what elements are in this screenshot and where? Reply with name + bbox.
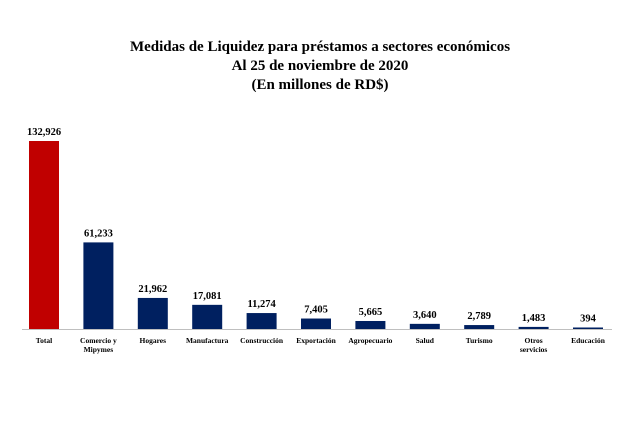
category-label: Manufactura xyxy=(186,336,229,345)
chart-title: Medidas de Liquidez para préstamos a sec… xyxy=(129,39,511,55)
bar xyxy=(355,320,386,329)
data-label: 61,233 xyxy=(84,228,113,239)
category-label: servicios xyxy=(520,345,548,354)
category-label: Turismo xyxy=(466,336,493,345)
bar xyxy=(192,304,223,329)
bar xyxy=(246,313,277,329)
data-label: 1,483 xyxy=(522,313,546,324)
category-label: Construcción xyxy=(240,336,284,345)
bar xyxy=(573,327,603,329)
category-label: Educación xyxy=(571,336,606,345)
category-label: Otros xyxy=(524,336,542,345)
category-label: Mipymes xyxy=(84,345,114,354)
bar xyxy=(464,325,495,329)
category-label: Hogares xyxy=(140,336,167,345)
bar xyxy=(409,323,440,329)
category-label: Salud xyxy=(416,336,435,345)
data-label: 3,640 xyxy=(413,310,437,321)
data-label: 17,081 xyxy=(193,291,222,302)
data-label: 11,274 xyxy=(247,299,276,310)
data-label: 21,962 xyxy=(138,284,167,295)
bar xyxy=(29,141,59,329)
category-label: Agropecuario xyxy=(348,336,392,345)
chart-subtitle: Al 25 de noviembre de 2020 xyxy=(231,58,409,74)
data-label: 5,665 xyxy=(359,307,383,318)
category-label: Exportación xyxy=(296,336,336,345)
chart-title-block: Medidas de Liquidez para préstamos a sec… xyxy=(0,38,640,95)
data-label: 132,926 xyxy=(27,127,61,138)
chart-unit-line: (En millones de RD$) xyxy=(251,77,389,93)
category-label: Comercio y xyxy=(80,336,117,345)
data-label: 394 xyxy=(580,314,597,325)
data-label: 7,405 xyxy=(304,305,328,316)
data-label: 2,789 xyxy=(467,311,491,322)
category-label: Total xyxy=(36,336,52,345)
bar xyxy=(301,318,331,329)
bar xyxy=(518,326,549,329)
bar xyxy=(83,242,114,329)
bar xyxy=(137,297,168,329)
